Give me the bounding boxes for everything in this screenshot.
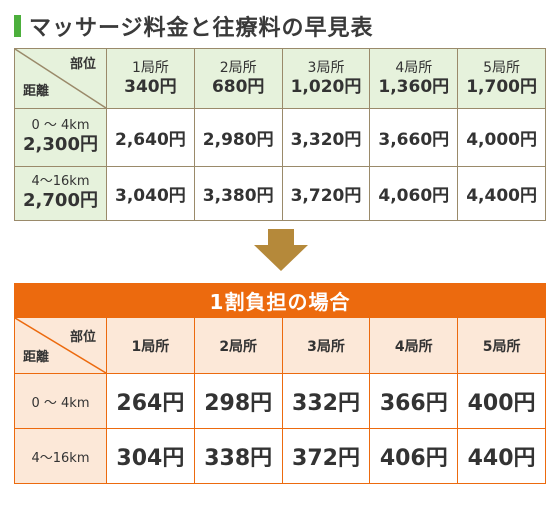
title-accent-bar <box>14 15 21 37</box>
table-row: 0 〜 4km 2,300円 2,640円 2,980円 3,320円 3,660… <box>14 108 546 167</box>
column-header: 3局所 1,020円 <box>281 48 371 109</box>
price-cell: 304円 <box>106 428 195 484</box>
price-cell: 3,320円 <box>281 108 371 167</box>
price-table-10-percent: 部位 距離 1局所 2局所 3局所 4局所 5局所 0 〜 4km 264円 2… <box>14 317 546 484</box>
price-cell: 372円 <box>281 428 371 484</box>
table-row: 4〜16km 2,700円 3,040円 3,380円 3,720円 4,060円… <box>14 166 546 221</box>
column-header: 1局所 <box>106 317 195 374</box>
price-cell: 332円 <box>281 373 371 429</box>
row-header: 0 〜 4km 2,300円 <box>14 108 107 167</box>
price-cell: 3,720円 <box>281 166 371 221</box>
row-distance: 4〜16km <box>31 174 90 190</box>
column-price: 1,360円 <box>378 76 450 97</box>
row-header: 4〜16km 2,700円 <box>14 166 107 221</box>
column-label: 1局所 <box>131 59 169 76</box>
table-row: 4〜16km 304円 338円 372円 406円 440円 <box>14 428 546 484</box>
corner-label-distance: 距離 <box>23 350 50 365</box>
column-price: 1,700円 <box>466 76 537 97</box>
price-table-full: 部位 距離 1局所 340円 2局所 680円 3局所 1,020円 4局所 1,360… <box>14 48 546 221</box>
column-label: 5局所 <box>483 59 521 76</box>
price-cell: 2,980円 <box>193 108 283 167</box>
price-cell: 264円 <box>106 373 195 429</box>
discount-heading: 1割負担の場合 <box>14 283 546 317</box>
price-cell: 4,000円 <box>457 108 546 167</box>
table-row: 0 〜 4km 264円 298円 332円 366円 400円 <box>14 373 546 429</box>
column-header: 3局所 <box>281 317 371 374</box>
diagonal-line <box>15 318 106 373</box>
column-header: 5局所 <box>457 317 546 374</box>
price-cell: 366円 <box>369 373 459 429</box>
column-price: 680円 <box>211 76 265 97</box>
row-fee: 2,700円 <box>23 190 98 212</box>
column-header: 4局所 1,360円 <box>369 48 459 109</box>
corner-label-part: 部位 <box>69 57 96 72</box>
price-cell: 4,400円 <box>457 166 546 221</box>
price-cell: 3,660円 <box>369 108 459 167</box>
price-cell: 298円 <box>193 373 283 429</box>
row-distance: 0 〜 4km <box>31 118 90 134</box>
price-cell: 3,380円 <box>193 166 283 221</box>
price-cell: 4,060円 <box>369 166 459 221</box>
column-label: 3局所 <box>307 59 345 76</box>
page-title-block: マッサージ料金と往療料の早見表 <box>14 12 374 41</box>
column-header: 5局所 1,700円 <box>457 48 546 109</box>
price-cell: 2,640円 <box>106 108 195 167</box>
column-price: 1,020円 <box>290 76 362 97</box>
price-cell: 338円 <box>193 428 283 484</box>
corner-cell: 部位 距離 <box>14 48 107 109</box>
row-fee: 2,300円 <box>23 134 98 156</box>
diagonal-line <box>15 49 106 108</box>
price-cell: 3,040円 <box>106 166 195 221</box>
down-arrow-icon <box>254 229 308 271</box>
column-label: 4局所 <box>395 59 433 76</box>
corner-label-part: 部位 <box>69 330 96 345</box>
column-header: 2局所 680円 <box>193 48 283 109</box>
price-cell: 406円 <box>369 428 459 484</box>
column-header: 1局所 340円 <box>106 48 195 109</box>
price-cell: 440円 <box>457 428 546 484</box>
column-header: 4局所 <box>369 317 459 374</box>
row-distance: 0 〜 4km <box>14 373 107 429</box>
row-distance: 4〜16km <box>14 428 107 484</box>
column-label: 2局所 <box>219 59 257 76</box>
column-price: 340円 <box>124 76 177 97</box>
price-cell: 400円 <box>457 373 546 429</box>
page-title: マッサージ料金と往療料の早見表 <box>29 16 374 41</box>
column-header: 2局所 <box>193 317 283 374</box>
corner-label-distance: 距離 <box>23 84 50 100</box>
corner-cell: 部位 距離 <box>14 317 107 374</box>
